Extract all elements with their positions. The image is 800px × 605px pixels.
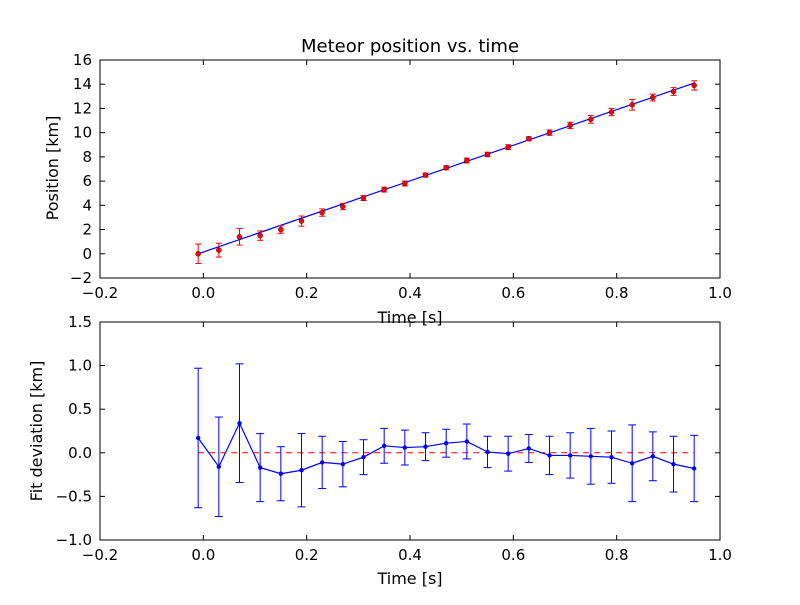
- position-point: [650, 94, 656, 101]
- deviation-point: [443, 441, 449, 446]
- top-y-tick-label: 8: [82, 148, 92, 166]
- position-point: [257, 232, 263, 239]
- top-x-tick-label: 0.6: [501, 284, 525, 302]
- position-point: [691, 82, 697, 89]
- top-y-axis-label: Position [km]: [43, 116, 62, 221]
- top-x-tick-label: 1.0: [708, 284, 732, 302]
- position-point: [546, 129, 553, 136]
- top-x-tick-label: 0.4: [398, 284, 422, 302]
- deviation-point: [216, 464, 222, 469]
- bottom-y-tick-label: 1.5: [68, 313, 92, 331]
- deviation-point: [299, 468, 304, 473]
- deviation-point: [195, 435, 201, 441]
- position-point: [670, 88, 677, 95]
- position-point: [216, 247, 222, 253]
- top-x-tick-label: 0.2: [295, 284, 319, 302]
- top-y-tick-label: 0: [82, 245, 92, 263]
- deviation-point: [381, 443, 387, 449]
- bottom-x-tick-label: −0.2: [82, 546, 118, 564]
- bottom-y-tick-label: 0.5: [68, 400, 92, 418]
- top-y-tick-label: 14: [73, 75, 92, 93]
- bottom-x-tick-label: 0.2: [295, 546, 319, 564]
- deviation-point: [485, 449, 490, 455]
- deviation-point: [237, 420, 242, 426]
- position-point: [608, 109, 615, 115]
- top-y-tick-label: 6: [82, 172, 92, 190]
- bottom-y-tick-label: −1.0: [56, 531, 92, 549]
- deviation-point: [402, 445, 408, 450]
- deviation-point: [671, 461, 676, 467]
- bottom-x-tick-label: 0.0: [191, 546, 215, 564]
- bottom-plot-area: −0.2 0.0 0.2 0.4 0.6 0.8 1.0 −1.0 −0.5 0.0 0.5 1.0 1…: [56, 313, 732, 564]
- deviation-point: [588, 454, 594, 459]
- top-y-tick-label: 16: [73, 51, 92, 69]
- position-point: [402, 180, 408, 187]
- position-point: [340, 203, 346, 210]
- position-point: [236, 234, 243, 240]
- position-point: [629, 102, 635, 108]
- deviation-point: [257, 465, 263, 470]
- top-y-tick-label: 10: [73, 124, 92, 142]
- bottom-x-tick-label: 0.8: [605, 546, 629, 564]
- deviation-point: [609, 454, 614, 460]
- position-point: [526, 136, 532, 142]
- deviation-point: [319, 460, 325, 465]
- position-point: [298, 218, 305, 224]
- position-point: [422, 172, 429, 178]
- deviation-point: [423, 444, 428, 449]
- deviation-point: [464, 439, 470, 444]
- deviation-point: [278, 471, 284, 476]
- bottom-y-tick-label: 1.0: [68, 357, 92, 375]
- deviation-point: [650, 454, 656, 459]
- top-plot-area: −0.2 0.0 0.2 0.4 0.6 0.8 1.0 −2 0 2 4 6 8 10 12 14 16: [70, 51, 732, 302]
- deviation-point: [526, 446, 532, 451]
- position-point: [319, 209, 325, 216]
- position-point: [195, 251, 201, 257]
- top-y-tick-label: −2: [70, 269, 92, 287]
- bottom-x-axis-label: Time [s]: [376, 569, 442, 588]
- bottom-y-tick-label: −0.5: [56, 487, 92, 505]
- deviation-point: [361, 454, 366, 460]
- position-point: [360, 195, 367, 201]
- deviation-point: [340, 461, 346, 467]
- top-y-tick-label: 4: [82, 196, 92, 214]
- position-point: [588, 116, 594, 123]
- bottom-x-tick-label: 0.6: [501, 546, 525, 564]
- top-chart-title: Meteor position vs. time: [301, 36, 519, 57]
- position-point: [443, 165, 449, 171]
- top-x-tick-label: 0.8: [605, 284, 629, 302]
- deviation-point: [691, 466, 697, 471]
- bottom-y-tick-label: 0.0: [68, 444, 92, 462]
- top-y-tick-label: 2: [82, 221, 92, 239]
- deviation-point: [629, 461, 635, 466]
- position-point: [464, 157, 470, 164]
- top-y-tick-label: 12: [73, 99, 92, 117]
- bottom-x-tick-label: 1.0: [708, 546, 732, 564]
- position-point: [381, 186, 387, 193]
- position-point: [505, 144, 511, 150]
- position-point: [567, 122, 573, 129]
- deviation-point: [547, 453, 552, 458]
- bottom-x-tick-label: 0.4: [398, 546, 422, 564]
- bottom-y-axis-label: Fit deviation [km]: [27, 361, 46, 502]
- position-point: [278, 226, 284, 233]
- deviation-point: [567, 453, 573, 458]
- deviation-point: [505, 451, 511, 456]
- top-x-tick-label: −0.2: [82, 284, 118, 302]
- position-point: [484, 151, 491, 158]
- top-x-tick-label: 0.0: [191, 284, 215, 302]
